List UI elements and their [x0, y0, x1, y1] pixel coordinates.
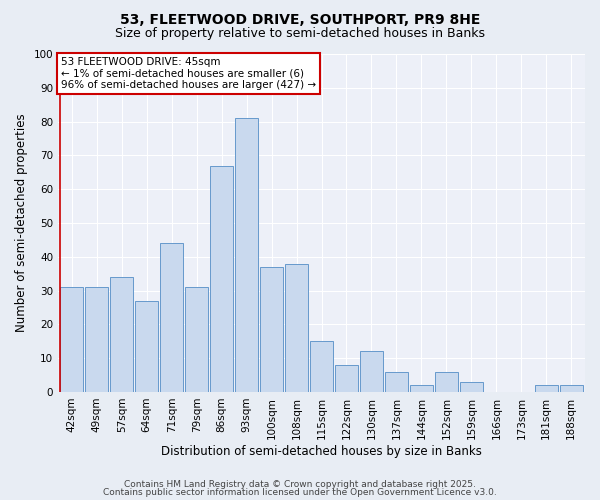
- Bar: [335, 365, 358, 392]
- Bar: [110, 277, 133, 392]
- Bar: [535, 385, 558, 392]
- Bar: [435, 372, 458, 392]
- Bar: [410, 385, 433, 392]
- Bar: [285, 264, 308, 392]
- X-axis label: Distribution of semi-detached houses by size in Banks: Distribution of semi-detached houses by …: [161, 444, 482, 458]
- Text: Contains public sector information licensed under the Open Government Licence v3: Contains public sector information licen…: [103, 488, 497, 497]
- Bar: [85, 287, 108, 392]
- Text: 53 FLEETWOOD DRIVE: 45sqm
← 1% of semi-detached houses are smaller (6)
96% of se: 53 FLEETWOOD DRIVE: 45sqm ← 1% of semi-d…: [61, 57, 316, 90]
- Bar: [185, 287, 208, 392]
- Y-axis label: Number of semi-detached properties: Number of semi-detached properties: [15, 114, 28, 332]
- Bar: [60, 287, 83, 392]
- Bar: [385, 372, 408, 392]
- Bar: [135, 300, 158, 392]
- Bar: [560, 385, 583, 392]
- Text: Size of property relative to semi-detached houses in Banks: Size of property relative to semi-detach…: [115, 28, 485, 40]
- Bar: [360, 352, 383, 392]
- Bar: [210, 166, 233, 392]
- Bar: [310, 342, 333, 392]
- Text: Contains HM Land Registry data © Crown copyright and database right 2025.: Contains HM Land Registry data © Crown c…: [124, 480, 476, 489]
- Bar: [160, 244, 183, 392]
- Bar: [235, 118, 258, 392]
- Text: 53, FLEETWOOD DRIVE, SOUTHPORT, PR9 8HE: 53, FLEETWOOD DRIVE, SOUTHPORT, PR9 8HE: [120, 12, 480, 26]
- Bar: [460, 382, 483, 392]
- Bar: [260, 267, 283, 392]
